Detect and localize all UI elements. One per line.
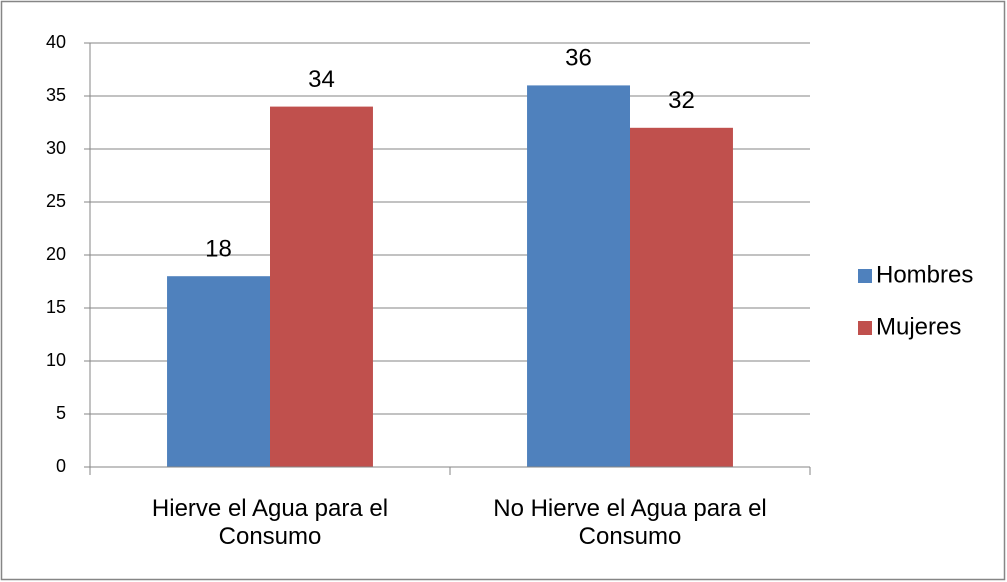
- y-tick-label: 35: [46, 85, 66, 105]
- legend-label: Hombres: [876, 261, 973, 288]
- data-label: 18: [205, 236, 232, 263]
- y-tick-label: 20: [46, 244, 66, 264]
- data-label: 32: [668, 87, 695, 114]
- data-label: 36: [565, 45, 592, 72]
- y-tick-label: 25: [46, 191, 66, 211]
- bar: [527, 85, 630, 468]
- legend-swatch: [858, 269, 872, 283]
- y-tick-label: 10: [46, 350, 66, 370]
- x-tick-label: No Hierve el Agua para el Consumo: [493, 495, 767, 550]
- y-tick-label: 40: [46, 32, 66, 52]
- bar: [270, 106, 373, 467]
- bar: [167, 276, 270, 467]
- y-tick-label: 5: [56, 403, 66, 423]
- legend-label: Mujeres: [876, 313, 961, 340]
- data-label: 34: [308, 66, 335, 93]
- legend-swatch: [858, 321, 872, 335]
- y-tick-label: 0: [56, 456, 66, 476]
- y-tick-label: 30: [46, 138, 66, 158]
- x-tick-label: Hierve el Agua para el Consumo: [151, 495, 389, 550]
- y-tick-label: 15: [46, 297, 66, 317]
- bar: [630, 127, 733, 468]
